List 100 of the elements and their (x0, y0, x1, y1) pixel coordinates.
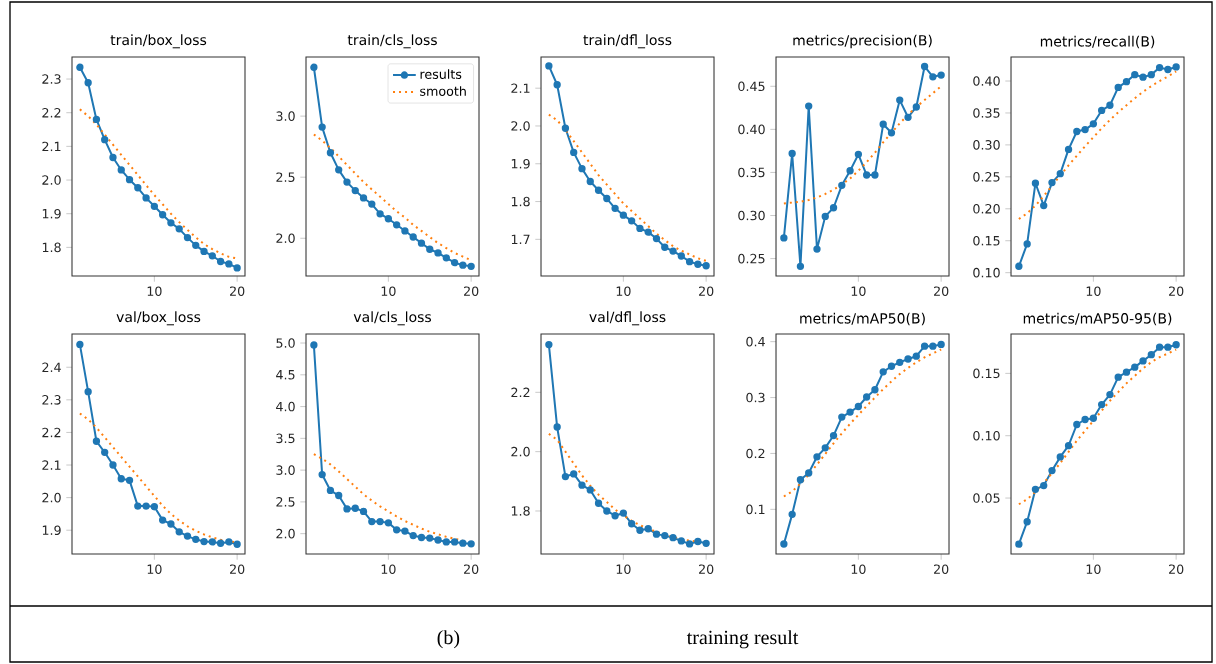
point (896, 96, 904, 104)
point (1031, 179, 1040, 187)
y-tick-label: 2.0 (42, 175, 61, 185)
point (887, 129, 896, 137)
point (603, 194, 611, 203)
x-tick-label: 10 (147, 564, 162, 574)
point (652, 530, 661, 538)
chart-title: val/cls_loss (353, 311, 432, 326)
x-tick-label: 10 (616, 286, 631, 296)
point (904, 355, 912, 363)
y-tick-label: 4.0 (276, 401, 295, 412)
point (117, 166, 125, 174)
point (368, 517, 376, 526)
point (1073, 127, 1081, 136)
y-tick-label: 2.0 (511, 446, 530, 457)
x-tick-label: 20 (934, 564, 949, 574)
y-tick-label: 2.3 (42, 74, 61, 84)
y-tick-label: 2.4 (42, 362, 61, 372)
y-tick-label: 0.35 (738, 167, 765, 178)
point (92, 437, 101, 445)
point (788, 149, 796, 158)
point (1048, 178, 1056, 187)
point (611, 204, 619, 213)
point (669, 534, 677, 542)
point (854, 150, 863, 159)
point (677, 537, 685, 545)
chart-title: metrics/precision(B) (793, 34, 932, 49)
point (862, 393, 871, 401)
point (570, 470, 578, 478)
x-tick-label: 10 (851, 564, 866, 574)
point (125, 176, 134, 184)
point (175, 528, 183, 536)
point (1064, 442, 1073, 450)
point (109, 461, 117, 469)
point (183, 532, 192, 540)
point (838, 181, 846, 190)
point (669, 247, 677, 255)
point (225, 538, 233, 546)
point (1015, 262, 1023, 270)
point (459, 261, 467, 269)
point (318, 123, 326, 131)
point (846, 408, 854, 416)
y-tick-label: 2.0 (511, 121, 530, 131)
point (644, 525, 652, 533)
chart-title: train/cls_loss (347, 34, 437, 49)
point (796, 476, 805, 484)
x-tick-label: 10 (616, 564, 631, 574)
point (685, 540, 694, 548)
point (813, 245, 821, 253)
x-tick-label: 20 (699, 564, 714, 574)
point (561, 124, 570, 132)
point (937, 71, 945, 79)
point (392, 526, 401, 534)
point (561, 472, 570, 481)
point (838, 413, 846, 421)
point (1147, 70, 1155, 79)
y-tick-label: 0.1 (746, 504, 765, 515)
point (702, 262, 710, 270)
point (1139, 357, 1147, 365)
point (603, 507, 611, 515)
point (1040, 481, 1048, 490)
y-tick-label: 0.10 (973, 430, 1000, 441)
point (1114, 373, 1122, 381)
point (1122, 368, 1131, 376)
point (426, 245, 434, 253)
point (780, 540, 788, 548)
point (1114, 83, 1122, 92)
point (326, 149, 335, 157)
point (813, 453, 821, 461)
point (216, 257, 225, 266)
point (1155, 63, 1164, 72)
point (1172, 341, 1180, 349)
point (702, 539, 710, 547)
x-tick-label: 20 (230, 286, 245, 296)
point (175, 225, 183, 233)
point (661, 243, 669, 251)
chart-title: val/dfl_loss (589, 311, 666, 326)
text: (b) (437, 630, 460, 649)
point (920, 342, 929, 350)
point (92, 115, 101, 124)
point (409, 233, 417, 241)
point (846, 167, 854, 175)
point (586, 486, 594, 494)
chart-title: metrics/mAP50-95(B) (1023, 312, 1172, 326)
y-tick-label: 1.8 (511, 196, 530, 207)
point (150, 202, 159, 210)
point (1122, 77, 1131, 86)
y-tick-label: 0.40 (973, 76, 1000, 86)
point (233, 540, 241, 548)
y-tick-label: 2.1 (511, 83, 530, 93)
point (351, 186, 359, 195)
point (376, 517, 384, 526)
point (392, 221, 401, 229)
x-tick-label: 20 (230, 564, 245, 574)
point (150, 503, 159, 511)
point (611, 512, 619, 520)
y-tick-label: 2.5 (276, 172, 295, 182)
point (619, 211, 628, 219)
point (401, 227, 409, 235)
x-tick-label: 20 (464, 564, 479, 574)
